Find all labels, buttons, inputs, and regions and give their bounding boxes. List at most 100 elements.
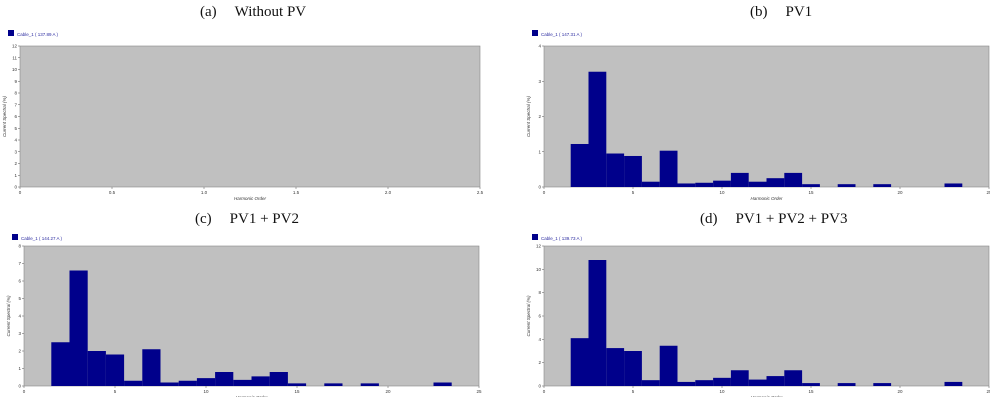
y-tick-label: 0 bbox=[538, 384, 541, 389]
bar bbox=[837, 184, 856, 187]
bar bbox=[124, 380, 143, 386]
bar bbox=[233, 379, 252, 386]
bar bbox=[606, 153, 625, 187]
panel-label-c: (c) bbox=[195, 211, 212, 227]
panel-label-a: (a) bbox=[200, 4, 217, 20]
legend-swatch bbox=[532, 30, 538, 36]
plot-area bbox=[23, 245, 480, 387]
y-tick-label: 2 bbox=[18, 349, 21, 354]
bar bbox=[606, 348, 625, 386]
legend-swatch bbox=[532, 234, 538, 240]
y-tick-label: 10 bbox=[12, 67, 18, 72]
panel-name-c: PV1 + PV2 bbox=[229, 211, 299, 227]
bar bbox=[51, 342, 70, 386]
panel-title-c: (c) PV1 + PV2 bbox=[195, 211, 299, 228]
y-tick-label: 3 bbox=[18, 331, 21, 336]
y-tick-label: 9 bbox=[14, 79, 17, 84]
bar bbox=[641, 380, 660, 386]
y-tick-label: 6 bbox=[14, 114, 17, 119]
y-tick-label: 1 bbox=[14, 173, 17, 178]
y-tick-label: 2 bbox=[538, 114, 541, 119]
x-tick-label: 20 bbox=[385, 389, 391, 394]
x-tick-label: 15 bbox=[808, 389, 814, 394]
bar bbox=[641, 181, 660, 187]
x-tick-label: 15 bbox=[294, 389, 300, 394]
legend-swatch bbox=[12, 234, 18, 240]
bar bbox=[287, 383, 307, 386]
bar bbox=[624, 351, 642, 386]
x-tick-label: 2.5 bbox=[477, 190, 484, 195]
x-tick-label: 20 bbox=[897, 389, 903, 394]
y-tick-label: 4 bbox=[14, 138, 17, 143]
bar bbox=[178, 380, 197, 386]
y-tick-label: 8 bbox=[18, 244, 21, 249]
bar bbox=[251, 376, 270, 386]
y-tick-label: 10 bbox=[536, 267, 542, 272]
legend-label: Cable_1 ( 144.27 A ) bbox=[21, 236, 63, 241]
y-tick-label: 3 bbox=[538, 79, 541, 84]
bar bbox=[784, 172, 803, 187]
y-tick-label: 5 bbox=[14, 126, 17, 131]
bar bbox=[360, 383, 379, 386]
y-tick-label: 7 bbox=[18, 261, 21, 266]
y-tick-label: 1 bbox=[18, 366, 21, 371]
bar bbox=[570, 143, 589, 187]
x-tick-label: 20 bbox=[897, 190, 903, 195]
y-tick-label: 4 bbox=[18, 314, 21, 319]
bar bbox=[215, 372, 234, 386]
y-tick-label: 2 bbox=[538, 360, 541, 365]
panel-label-d: (d) bbox=[700, 211, 718, 227]
bar bbox=[944, 381, 963, 386]
bar bbox=[766, 178, 785, 187]
bar bbox=[324, 383, 343, 386]
bar bbox=[873, 184, 892, 187]
y-tick-label: 0 bbox=[538, 185, 541, 190]
bar bbox=[87, 351, 106, 386]
x-tick-label: 10 bbox=[719, 389, 725, 394]
bar bbox=[677, 381, 696, 386]
legend-label: Cable_1 ( 139.73 A ) bbox=[541, 236, 583, 241]
x-axis-label: Harmonic Order bbox=[750, 395, 783, 397]
y-tick-label: 12 bbox=[536, 244, 542, 249]
x-tick-label: 0 bbox=[543, 389, 546, 394]
plot-area bbox=[19, 45, 481, 188]
bar bbox=[588, 260, 607, 386]
x-tick-label: 5 bbox=[632, 389, 635, 394]
y-tick-label: 0 bbox=[18, 384, 21, 389]
panel-name-a: Without PV bbox=[234, 4, 307, 20]
bar bbox=[695, 182, 714, 187]
x-tick-label: 25 bbox=[476, 389, 482, 394]
y-tick-label: 11 bbox=[12, 55, 17, 60]
bar bbox=[624, 155, 642, 187]
bar bbox=[588, 71, 607, 187]
bar bbox=[105, 354, 125, 386]
bar bbox=[160, 382, 179, 386]
y-tick-label: 0 bbox=[14, 185, 17, 190]
x-tick-label: 10 bbox=[719, 190, 725, 195]
y-tick-label: 6 bbox=[18, 279, 21, 284]
chart-panel-d: Cable_1 ( 139.73 A ) 0 2 4 6 8 10 12 0 5 10 15 20 25 H… bbox=[526, 234, 990, 397]
y-tick-label: 2 bbox=[14, 161, 17, 166]
legend-label: Cable_1 ( 147.31 A ) bbox=[541, 32, 583, 37]
bar bbox=[873, 383, 892, 386]
bar bbox=[944, 183, 963, 187]
bar bbox=[766, 376, 785, 386]
y-axis-label: Current Spectral (%) bbox=[526, 295, 531, 337]
x-tick-label: 25 bbox=[986, 389, 990, 394]
bar bbox=[730, 172, 749, 187]
x-tick-label: 1.0 bbox=[201, 190, 208, 195]
y-tick-label: 8 bbox=[538, 290, 541, 295]
x-axis-label: Harmonic Order bbox=[750, 196, 783, 201]
bar bbox=[659, 150, 678, 187]
x-tick-label: 25 bbox=[986, 190, 990, 195]
bar bbox=[69, 270, 88, 386]
x-tick-label: 1.5 bbox=[293, 190, 300, 195]
y-tick-label: 8 bbox=[14, 91, 17, 96]
x-tick-label: 15 bbox=[808, 190, 814, 195]
chart-panel-c: Cable_1 ( 144.27 A ) 0 1 2 3 4 5 6 7 8 0 5 10 15 20 25 H… bbox=[6, 234, 482, 397]
bar bbox=[713, 377, 731, 386]
x-tick-label: 5 bbox=[114, 389, 117, 394]
y-tick-label: 12 bbox=[12, 44, 18, 49]
y-tick-label: 1 bbox=[538, 149, 541, 154]
